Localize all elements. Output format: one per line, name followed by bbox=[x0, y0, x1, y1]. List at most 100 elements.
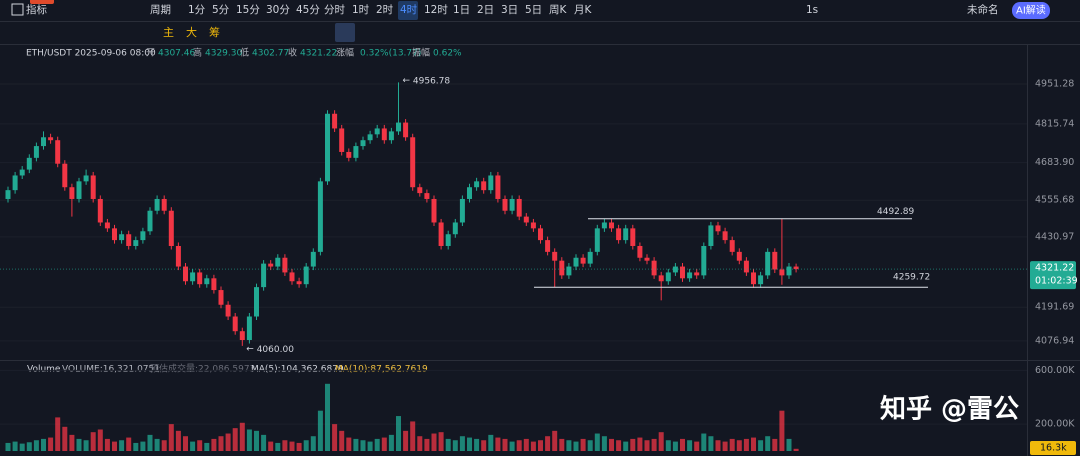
interval-button[interactable]: 3日 bbox=[501, 4, 518, 16]
volume-bar bbox=[388, 434, 394, 451]
volume-bar bbox=[218, 436, 224, 451]
volume-bar bbox=[83, 440, 89, 451]
candle-body bbox=[41, 137, 46, 147]
period-button[interactable]: 周期 bbox=[150, 4, 171, 16]
volume-bar bbox=[33, 440, 39, 451]
candle-body bbox=[232, 316, 238, 332]
volume-bar bbox=[26, 442, 32, 451]
interval-button[interactable]: 分时 bbox=[324, 4, 345, 16]
candle-body bbox=[530, 222, 536, 229]
volume-bar bbox=[609, 438, 614, 451]
volume-title: Volume bbox=[27, 365, 61, 375]
volume-bar bbox=[126, 437, 132, 451]
interval-button[interactable]: 4时 bbox=[400, 4, 418, 16]
interval-button[interactable]: 2日 bbox=[477, 4, 494, 16]
volume-bar bbox=[601, 436, 607, 451]
indicator-icon[interactable] bbox=[11, 3, 24, 16]
volume-bar bbox=[580, 438, 586, 451]
candle-body bbox=[303, 266, 309, 285]
candle-body bbox=[367, 134, 373, 141]
candle-body bbox=[609, 222, 614, 229]
candle-body bbox=[708, 225, 714, 246]
candle-body bbox=[488, 175, 494, 191]
candle-body bbox=[346, 151, 352, 158]
volume-bar bbox=[12, 441, 18, 451]
candle-body bbox=[374, 128, 380, 135]
volume-bar bbox=[445, 438, 451, 451]
volume-bar bbox=[687, 440, 693, 451]
interval-button[interactable]: 15分 bbox=[236, 4, 260, 16]
candle-body bbox=[396, 122, 401, 132]
extreme-label: ← 4956.78 bbox=[403, 76, 451, 86]
volume-bar bbox=[310, 436, 316, 451]
volume-bar bbox=[658, 432, 664, 451]
volume-bar bbox=[239, 422, 245, 451]
active-interval-bg bbox=[398, 1, 418, 20]
candle-body bbox=[317, 181, 323, 252]
candle-body bbox=[5, 190, 11, 199]
candle-body bbox=[19, 169, 25, 176]
candle-body bbox=[495, 175, 501, 199]
volume-bar bbox=[104, 438, 110, 451]
candle-body bbox=[381, 128, 387, 141]
interval-button[interactable]: 2时 bbox=[376, 4, 394, 16]
interval-button[interactable]: 月K bbox=[574, 4, 592, 16]
candle-body bbox=[701, 245, 707, 276]
volume-bar bbox=[246, 429, 252, 451]
volume-bar bbox=[459, 436, 465, 451]
volume-bar bbox=[190, 441, 196, 451]
volume-bar bbox=[743, 438, 749, 451]
interval-button[interactable]: 45分 bbox=[296, 4, 320, 16]
high-value: 4329.30 bbox=[205, 49, 242, 59]
volume-bar bbox=[62, 426, 68, 451]
interval-button[interactable]: 5日 bbox=[525, 4, 542, 16]
candle-body bbox=[55, 140, 61, 164]
interval-button[interactable]: 1分 bbox=[188, 4, 206, 16]
volume-bar bbox=[367, 441, 373, 451]
main-force-button[interactable]: 主 bbox=[163, 26, 174, 39]
volume-bar bbox=[133, 442, 139, 451]
extreme-label: ← 4060.00 bbox=[246, 344, 294, 354]
volume-bar bbox=[765, 436, 771, 451]
candle-body bbox=[246, 316, 252, 341]
candle-body bbox=[637, 245, 643, 258]
indicators-button[interactable]: 指标 bbox=[26, 3, 47, 16]
volume-bar bbox=[161, 440, 167, 451]
big-order-button[interactable]: 大 bbox=[186, 25, 197, 39]
volume-bar bbox=[438, 432, 444, 451]
candle-body bbox=[623, 228, 629, 241]
ai-button-bg[interactable] bbox=[1012, 2, 1050, 19]
candle-body bbox=[147, 210, 153, 232]
interval-button[interactable]: 周K bbox=[549, 4, 567, 16]
volume-bar bbox=[786, 438, 792, 451]
ai-button[interactable]: AI解读 bbox=[1016, 4, 1046, 17]
candle-body bbox=[438, 222, 444, 246]
volume-bar bbox=[715, 440, 721, 451]
volume-bar bbox=[112, 441, 117, 451]
interval-button[interactable]: 1时 bbox=[352, 4, 370, 16]
candle-body bbox=[112, 228, 117, 241]
candle-body bbox=[445, 234, 451, 246]
interval-button[interactable]: 12时 bbox=[424, 4, 448, 16]
volume-bar bbox=[538, 440, 543, 451]
interval-button[interactable]: 1日 bbox=[453, 4, 470, 16]
interval-button[interactable]: 5分 bbox=[212, 4, 230, 16]
volume-bar bbox=[708, 436, 714, 451]
candle-body bbox=[509, 198, 515, 211]
amplitude-value: 0.62% bbox=[433, 49, 462, 59]
candle-body bbox=[758, 275, 764, 285]
volume-bar bbox=[559, 438, 565, 451]
candle-body bbox=[729, 240, 735, 252]
volume-bar bbox=[793, 448, 799, 451]
volume-bar bbox=[481, 440, 487, 451]
level-label: 4492.89 bbox=[877, 207, 914, 217]
candle-body bbox=[62, 163, 68, 188]
layout-name[interactable]: 未命名 bbox=[967, 3, 999, 16]
interval-button[interactable]: 30分 bbox=[266, 4, 290, 16]
candle-body bbox=[161, 198, 167, 211]
volume-bar bbox=[587, 440, 593, 451]
candle-body bbox=[183, 266, 188, 282]
chip-button[interactable]: 筹 bbox=[209, 25, 220, 39]
tick-interval[interactable]: 1s bbox=[806, 4, 818, 16]
